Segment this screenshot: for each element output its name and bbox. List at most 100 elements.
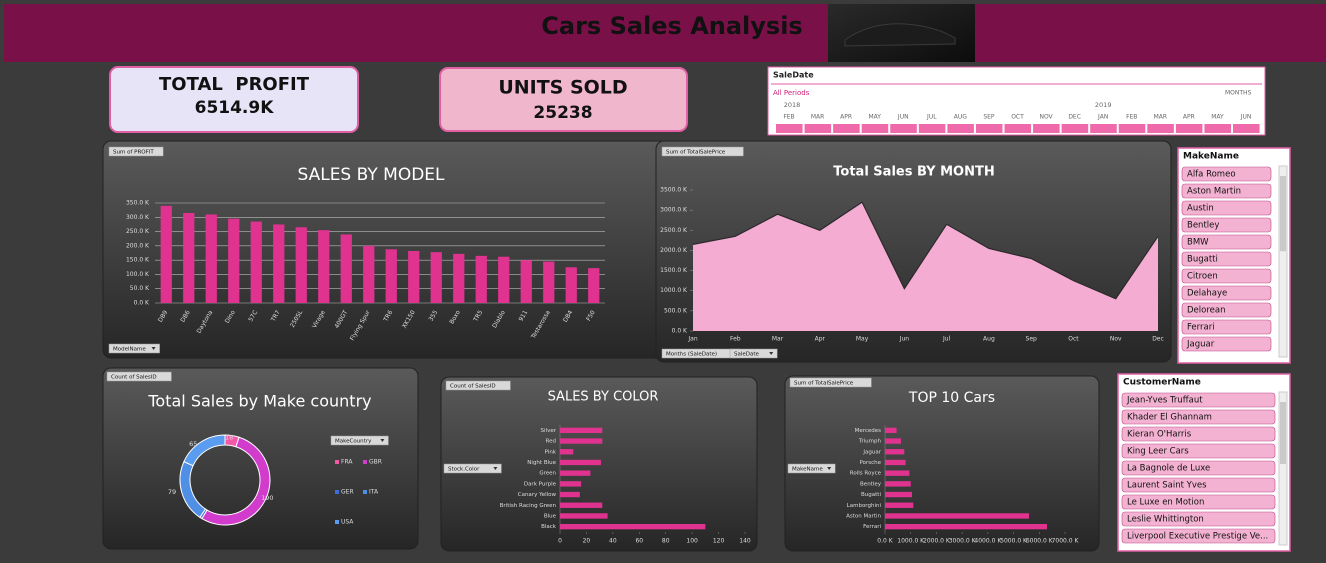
field-button[interactable] bbox=[787, 463, 836, 474]
slicer-item[interactable] bbox=[1181, 251, 1272, 267]
slicer-item-label[interactable]: Kieran O'Harris bbox=[1127, 430, 1192, 440]
slicer-item-label[interactable]: Liverpool Executive Prestige Ve... bbox=[1127, 532, 1268, 542]
month-label[interactable]: APR bbox=[1183, 114, 1195, 121]
slicer-item[interactable] bbox=[1181, 234, 1272, 250]
dropdown-arrow[interactable] bbox=[827, 467, 832, 470]
field-button[interactable] bbox=[443, 463, 502, 474]
slicer-item-label[interactable]: Leslie Whittington bbox=[1127, 515, 1204, 525]
month-label[interactable]: FEB bbox=[783, 114, 794, 121]
month-label[interactable]: FEB bbox=[1126, 114, 1137, 121]
slicer-item-label[interactable]: Laurent Saint Yves bbox=[1127, 481, 1207, 491]
field-button-label[interactable]: MakeName bbox=[792, 466, 823, 472]
field-button-label[interactable]: Sum of TotalSalePrice bbox=[666, 149, 726, 155]
slicer-item[interactable] bbox=[1181, 183, 1272, 199]
month-cell[interactable] bbox=[1233, 124, 1260, 133]
period-label[interactable]: All Periods bbox=[773, 89, 810, 97]
month-label[interactable]: NOV bbox=[1039, 114, 1053, 121]
slicer-item[interactable] bbox=[1181, 217, 1272, 233]
field-button[interactable] bbox=[729, 348, 778, 359]
month-label[interactable]: JUL bbox=[926, 114, 937, 121]
month-cell[interactable] bbox=[1204, 124, 1231, 133]
slicer-item[interactable] bbox=[1121, 426, 1276, 442]
month-label[interactable]: OCT bbox=[1011, 114, 1024, 121]
slicer-item-label[interactable]: Austin bbox=[1187, 204, 1214, 214]
slicer-item-label[interactable]: Bugatti bbox=[1187, 255, 1218, 265]
month-label[interactable]: JUN bbox=[1240, 114, 1252, 121]
slicer-item-label[interactable]: Jean-Yves Truffaut bbox=[1126, 396, 1203, 406]
slicer-item-label[interactable]: Alfa Romeo bbox=[1187, 170, 1236, 180]
slicer-item[interactable] bbox=[1121, 477, 1276, 493]
field-button-label[interactable]: Sum of PROFIT bbox=[113, 149, 154, 155]
month-label[interactable]: APR bbox=[840, 114, 852, 121]
field-button-label[interactable]: Sum of TotalSalePrice bbox=[794, 380, 854, 386]
month-cell[interactable] bbox=[975, 124, 1003, 133]
field-button[interactable] bbox=[661, 146, 744, 157]
slicer-item-label[interactable]: Delorean bbox=[1187, 306, 1225, 316]
field-button-label[interactable]: SaleDate bbox=[734, 351, 760, 357]
dropdown-arrow[interactable] bbox=[769, 352, 774, 355]
slicer-item-label[interactable]: Le Luxe en Motion bbox=[1127, 498, 1204, 508]
slicer-item[interactable] bbox=[1181, 200, 1272, 216]
month-cell[interactable] bbox=[1090, 124, 1117, 133]
month-label[interactable]: MAR bbox=[1154, 114, 1167, 121]
field-button[interactable] bbox=[330, 435, 389, 446]
field-button[interactable] bbox=[106, 371, 172, 382]
scroll-thumb[interactable] bbox=[1280, 402, 1286, 464]
slicer-item[interactable] bbox=[1121, 494, 1276, 510]
month-cell[interactable] bbox=[1175, 124, 1203, 133]
slicer-item-label[interactable]: BMW bbox=[1187, 238, 1209, 248]
slicer-item-label[interactable]: Citroen bbox=[1187, 272, 1218, 282]
month-label[interactable]: MAR bbox=[811, 114, 824, 121]
month-cell[interactable] bbox=[804, 124, 832, 133]
field-button[interactable] bbox=[445, 380, 511, 391]
month-cell[interactable] bbox=[776, 124, 803, 133]
month-cell[interactable] bbox=[833, 124, 860, 133]
slicer-item-label[interactable]: Khader El Ghannam bbox=[1127, 413, 1212, 423]
month-label[interactable]: JAN bbox=[1097, 114, 1108, 121]
slicer-item[interactable] bbox=[1121, 511, 1276, 527]
slicer-item-label[interactable]: Aston Martin bbox=[1187, 187, 1241, 197]
slicer-item[interactable] bbox=[1181, 302, 1272, 318]
month-label[interactable]: MAY bbox=[868, 114, 881, 121]
slicer-item[interactable] bbox=[1181, 166, 1272, 182]
field-button-label[interactable]: Months (SaleDate) bbox=[666, 351, 717, 357]
field-button[interactable] bbox=[789, 377, 872, 388]
month-cell[interactable] bbox=[947, 124, 974, 133]
month-cell[interactable] bbox=[890, 124, 917, 133]
month-cell[interactable] bbox=[1118, 124, 1146, 133]
field-button-label[interactable]: Count of SalesID bbox=[111, 374, 157, 380]
slicer-item-label[interactable]: King Leer Cars bbox=[1127, 447, 1189, 457]
field-button[interactable] bbox=[108, 343, 160, 354]
slicer-item[interactable] bbox=[1121, 460, 1276, 476]
field-button-label[interactable]: Stock.Color bbox=[448, 466, 480, 472]
month-cell[interactable] bbox=[1061, 124, 1089, 133]
field-button-label[interactable]: ModelName bbox=[113, 346, 146, 352]
dropdown-arrow[interactable] bbox=[151, 347, 156, 350]
month-cell[interactable] bbox=[918, 124, 946, 133]
month-label[interactable]: SEP bbox=[983, 114, 995, 121]
month-cell[interactable] bbox=[1147, 124, 1174, 133]
slicer-item-label[interactable]: Delahaye bbox=[1187, 289, 1227, 299]
month-cell[interactable] bbox=[1004, 124, 1032, 133]
slicer-item[interactable] bbox=[1181, 268, 1272, 284]
level-selector[interactable]: MONTHS bbox=[1225, 90, 1252, 97]
slicer-item-label[interactable]: La Bagnole de Luxe bbox=[1127, 464, 1210, 474]
slicer-item[interactable] bbox=[1181, 336, 1272, 352]
scroll-thumb[interactable] bbox=[1280, 176, 1286, 252]
slicer-item[interactable] bbox=[1181, 285, 1272, 301]
month-cell[interactable] bbox=[1033, 124, 1060, 133]
slicer-item[interactable] bbox=[1121, 528, 1276, 544]
month-label[interactable]: MAY bbox=[1211, 114, 1224, 121]
slicer-item[interactable] bbox=[1121, 392, 1276, 408]
field-button[interactable] bbox=[108, 146, 164, 157]
field-button-label[interactable]: MakeCountry bbox=[335, 438, 372, 444]
slicer-item-label[interactable]: Bentley bbox=[1187, 221, 1219, 231]
dropdown-arrow[interactable] bbox=[380, 439, 385, 442]
month-label[interactable]: JUN bbox=[897, 114, 909, 121]
dropdown-arrow[interactable] bbox=[493, 467, 498, 470]
field-button-label[interactable]: Count of SalesID bbox=[450, 383, 496, 389]
slicer-item-label[interactable]: Jaguar bbox=[1186, 340, 1215, 350]
slicer-item-label[interactable]: Ferrari bbox=[1187, 323, 1215, 333]
slicer-item[interactable] bbox=[1121, 443, 1276, 459]
slicer-item[interactable] bbox=[1121, 409, 1276, 425]
